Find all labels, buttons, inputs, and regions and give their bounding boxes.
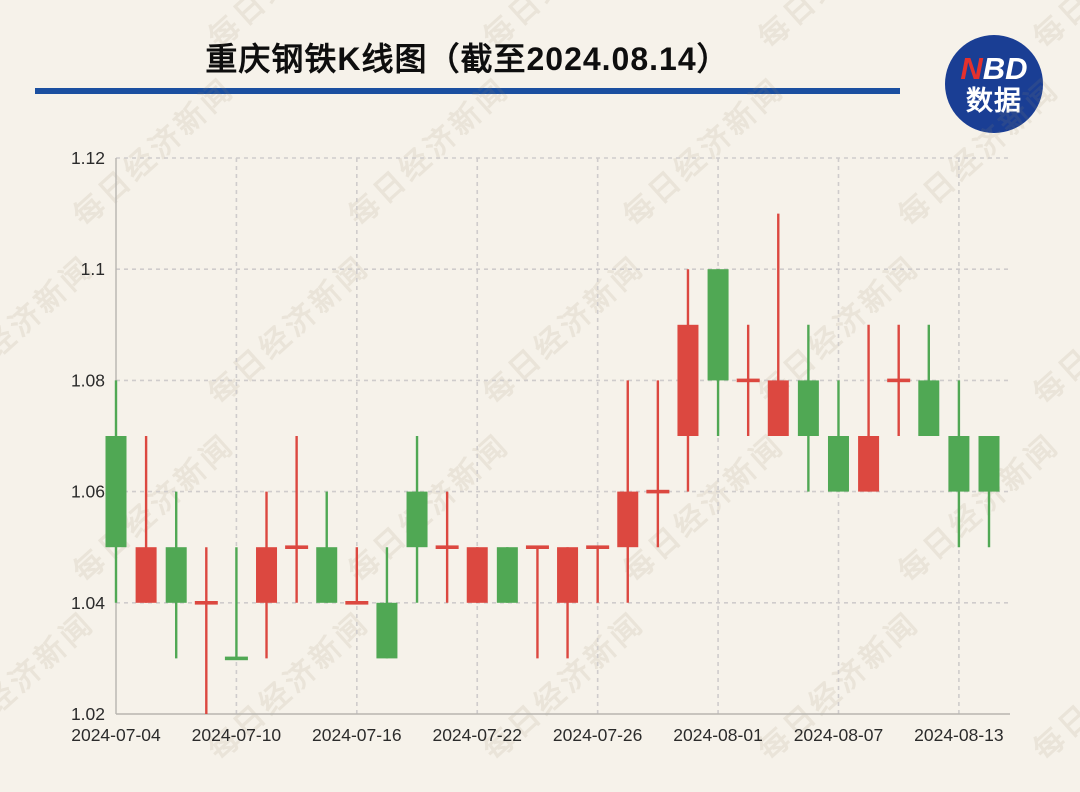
candle: [316, 491, 338, 603]
x-axis-tick-label: 2024-07-16: [312, 725, 402, 745]
candle-body: [256, 547, 278, 603]
nbd-logo-text: NBD: [960, 50, 1028, 86]
candle: [707, 269, 729, 436]
candle-body: [557, 547, 579, 603]
candle-doji-tick: [285, 545, 309, 549]
candle: [887, 324, 911, 436]
candle: [557, 547, 579, 659]
x-axis-tick-label: 2024-08-01: [673, 725, 763, 745]
candle-body: [466, 547, 488, 603]
x-axis-tick-label: 2024-08-07: [794, 725, 884, 745]
candle: [345, 547, 369, 605]
candle-body: [978, 436, 1000, 492]
candle: [797, 324, 819, 492]
x-axis-tick-label: 2024-07-04: [71, 725, 161, 745]
candle: [646, 380, 670, 548]
candle-body: [165, 547, 187, 603]
nbd-logo: NBD 数据: [945, 35, 1043, 133]
candle-body: [767, 380, 789, 436]
candles-layer: [105, 213, 1000, 714]
candle: [376, 547, 398, 659]
candle-doji-tick: [887, 378, 911, 383]
candle: [406, 436, 428, 603]
y-axis-tick-label: 1.02: [71, 704, 105, 724]
candle: [858, 324, 880, 492]
candle-doji-tick: [435, 545, 459, 549]
candle-doji-tick: [646, 489, 670, 494]
candle-body: [316, 547, 338, 603]
candle-doji-tick: [525, 545, 549, 549]
candle: [435, 491, 459, 603]
candle: [105, 380, 127, 603]
candle: [194, 547, 218, 714]
y-axis-tick-label: 1.1: [81, 259, 105, 279]
candle-body: [406, 491, 428, 548]
nbd-logo-bd: BD: [982, 50, 1028, 86]
x-axis-tick-label: 2024-07-10: [192, 725, 282, 745]
title-underline: [35, 88, 900, 94]
y-axis-tick-label: 1.04: [71, 593, 105, 613]
candle: [617, 380, 639, 603]
nbd-logo-shuju: 数据: [966, 86, 1022, 117]
page-title: 重庆钢铁K线图（截至2024.08.14）: [205, 41, 730, 77]
candle-doji-tick: [736, 378, 760, 383]
candle-body: [918, 380, 940, 436]
candle: [586, 545, 610, 603]
x-axis-tick-label: 2024-07-22: [432, 725, 522, 745]
candle-body: [948, 436, 970, 492]
candle: [767, 213, 789, 436]
x-axis-tick-label: 2024-07-26: [553, 725, 643, 745]
candle: [224, 547, 248, 661]
candle-doji-tick: [345, 601, 369, 605]
candle-body: [858, 436, 880, 492]
nbd-logo-n: N: [960, 50, 983, 86]
candle: [496, 547, 518, 603]
candle: [978, 436, 1000, 548]
candle: [948, 380, 970, 548]
candle: [256, 491, 278, 659]
candle: [918, 324, 940, 436]
candle: [165, 491, 187, 659]
candle-doji-tick: [586, 545, 610, 549]
y-axis-tick-label: 1.06: [71, 482, 105, 502]
candle-body: [135, 547, 157, 603]
candle-doji-tick: [194, 601, 218, 605]
candle: [135, 436, 157, 603]
candle-body: [617, 491, 639, 548]
candle-doji-tick: [224, 656, 248, 661]
candle: [525, 545, 549, 659]
candle: [827, 380, 849, 492]
candle: [285, 436, 309, 603]
axis-labels-layer: 1.02 1.04 1.06 1.08 1.1 1.12 2024-07-04 2024-07…: [71, 148, 1004, 745]
candle-body: [827, 436, 849, 492]
candle: [736, 324, 760, 436]
candle: [466, 547, 488, 603]
candle-body: [376, 602, 398, 659]
candle-body: [797, 380, 819, 436]
x-axis-tick-label: 2024-08-13: [914, 725, 1004, 745]
y-axis-tick-label: 1.08: [71, 370, 105, 390]
y-axis-tick-label: 1.12: [71, 148, 105, 168]
candle-body: [677, 324, 699, 436]
candle-body: [105, 436, 127, 548]
candle-body: [707, 269, 729, 381]
candle: [677, 269, 699, 492]
candle-body: [496, 547, 518, 603]
